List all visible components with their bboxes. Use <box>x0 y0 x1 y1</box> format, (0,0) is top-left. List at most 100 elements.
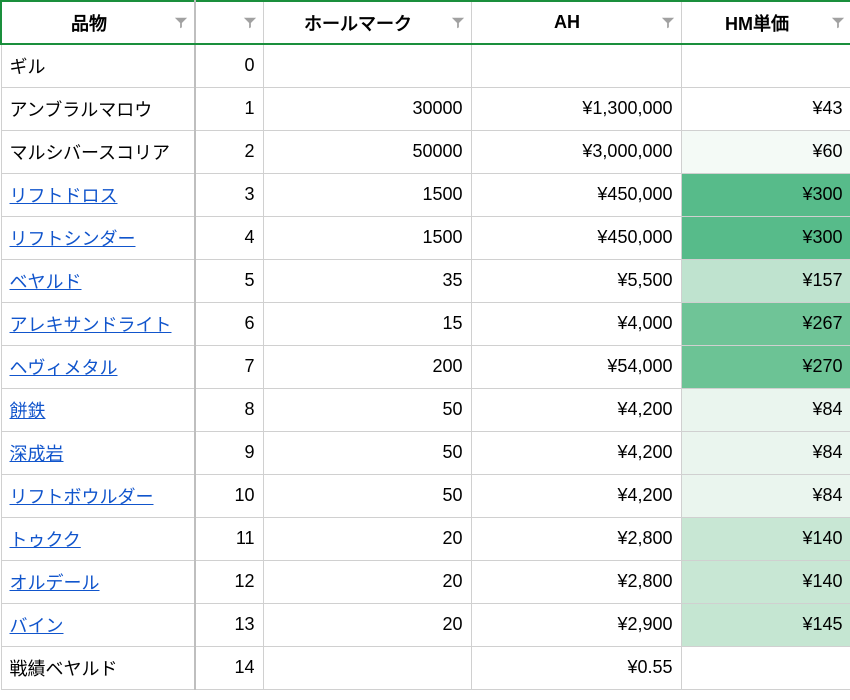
cell-item[interactable]: マルシバースコリア <box>1 130 195 173</box>
item-link[interactable]: バイン <box>10 616 64 636</box>
cell-hallmark[interactable]: 35 <box>263 259 471 302</box>
cell-index[interactable]: 14 <box>195 646 263 689</box>
cell-ah[interactable] <box>471 44 681 87</box>
cell-item[interactable]: アンブラルマロウ <box>1 87 195 130</box>
table-row: ギル0 <box>1 44 850 87</box>
cell-ah[interactable]: ¥450,000 <box>471 173 681 216</box>
cell-index[interactable]: 2 <box>195 130 263 173</box>
cell-ah[interactable]: ¥4,200 <box>471 388 681 431</box>
cell-item[interactable]: 深成岩 <box>1 431 195 474</box>
cell-hallmark[interactable]: 50 <box>263 431 471 474</box>
header-hallmark[interactable]: ホールマーク <box>263 1 471 44</box>
cell-index[interactable]: 12 <box>195 560 263 603</box>
cell-unit-price[interactable] <box>681 646 850 689</box>
cell-hallmark[interactable]: 20 <box>263 560 471 603</box>
filter-icon[interactable] <box>451 16 465 30</box>
cell-hallmark[interactable]: 20 <box>263 603 471 646</box>
cell-index[interactable]: 10 <box>195 474 263 517</box>
cell-ah[interactable]: ¥2,800 <box>471 517 681 560</box>
cell-unit-price[interactable]: ¥145 <box>681 603 850 646</box>
cell-item[interactable]: 餅鉄 <box>1 388 195 431</box>
cell-unit-price[interactable]: ¥267 <box>681 302 850 345</box>
cell-unit-price[interactable]: ¥140 <box>681 560 850 603</box>
item-link[interactable]: オルデール <box>10 573 100 593</box>
cell-item[interactable]: リフトドロス <box>1 173 195 216</box>
cell-unit-price[interactable]: ¥84 <box>681 388 850 431</box>
table-row: バイン 1320¥2,900¥145 <box>1 603 850 646</box>
cell-unit-price[interactable]: ¥140 <box>681 517 850 560</box>
item-link[interactable]: リフトシンダー <box>10 229 136 249</box>
cell-hallmark[interactable]: 20 <box>263 517 471 560</box>
cell-index[interactable]: 0 <box>195 44 263 87</box>
cell-item[interactable]: ギル <box>1 44 195 87</box>
filter-icon[interactable] <box>661 16 675 30</box>
cell-unit-price[interactable]: ¥84 <box>681 474 850 517</box>
cell-ah[interactable]: ¥2,800 <box>471 560 681 603</box>
cell-item[interactable]: リフトボウルダー <box>1 474 195 517</box>
cell-index[interactable]: 8 <box>195 388 263 431</box>
header-unit[interactable]: HM単価 <box>681 1 850 44</box>
cell-hallmark[interactable] <box>263 44 471 87</box>
cell-ah[interactable]: ¥54,000 <box>471 345 681 388</box>
cell-unit-price[interactable]: ¥157 <box>681 259 850 302</box>
cell-hallmark[interactable]: 1500 <box>263 173 471 216</box>
cell-index[interactable]: 13 <box>195 603 263 646</box>
cell-unit-price[interactable]: ¥270 <box>681 345 850 388</box>
cell-hallmark[interactable]: 50 <box>263 388 471 431</box>
cell-index[interactable]: 7 <box>195 345 263 388</box>
cell-ah[interactable]: ¥4,000 <box>471 302 681 345</box>
cell-index[interactable]: 9 <box>195 431 263 474</box>
cell-ah[interactable]: ¥5,500 <box>471 259 681 302</box>
cell-unit-price[interactable]: ¥43 <box>681 87 850 130</box>
cell-ah[interactable]: ¥4,200 <box>471 474 681 517</box>
cell-item[interactable]: アレキサンドライト <box>1 302 195 345</box>
header-item[interactable]: 品物 <box>1 1 195 44</box>
cell-item[interactable]: トゥクク <box>1 517 195 560</box>
filter-icon[interactable] <box>243 16 257 30</box>
cell-ah[interactable]: ¥1,300,000 <box>471 87 681 130</box>
filter-icon[interactable] <box>174 16 188 30</box>
cell-item[interactable]: ベヤルド <box>1 259 195 302</box>
cell-ah[interactable]: ¥3,000,000 <box>471 130 681 173</box>
cell-hallmark[interactable] <box>263 646 471 689</box>
cell-index[interactable]: 5 <box>195 259 263 302</box>
item-link[interactable]: 深成岩 <box>10 444 64 464</box>
cell-unit-price[interactable]: ¥84 <box>681 431 850 474</box>
item-link[interactable]: ベヤルド <box>10 272 82 292</box>
cell-item[interactable]: バイン <box>1 603 195 646</box>
cell-hallmark[interactable]: 50000 <box>263 130 471 173</box>
cell-index[interactable]: 3 <box>195 173 263 216</box>
cell-item[interactable]: リフトシンダー <box>1 216 195 259</box>
filter-icon[interactable] <box>831 16 845 30</box>
item-link[interactable]: リフトボウルダー <box>10 487 154 507</box>
cell-index[interactable]: 1 <box>195 87 263 130</box>
cell-ah[interactable]: ¥450,000 <box>471 216 681 259</box>
cell-item[interactable]: ヘヴィメタル <box>1 345 195 388</box>
cell-hallmark[interactable]: 200 <box>263 345 471 388</box>
cell-unit-price[interactable]: ¥300 <box>681 173 850 216</box>
cell-index[interactable]: 4 <box>195 216 263 259</box>
cell-index[interactable]: 6 <box>195 302 263 345</box>
cell-unit-price[interactable]: ¥60 <box>681 130 850 173</box>
header-index[interactable] <box>195 1 263 44</box>
cell-item[interactable]: 戦績ベヤルド <box>1 646 195 689</box>
cell-unit-price[interactable] <box>681 44 850 87</box>
item-link[interactable]: トゥクク <box>10 530 81 550</box>
cell-unit-price[interactable]: ¥300 <box>681 216 850 259</box>
cell-ah[interactable]: ¥4,200 <box>471 431 681 474</box>
item-link[interactable]: 餅鉄 <box>10 401 46 421</box>
header-ah[interactable]: AH <box>471 1 681 44</box>
cell-ah[interactable]: ¥2,900 <box>471 603 681 646</box>
table-row: ベヤルド 535¥5,500¥157 <box>1 259 850 302</box>
cell-index[interactable]: 11 <box>195 517 263 560</box>
item-link[interactable]: リフトドロス <box>10 186 118 206</box>
table-row: トゥクク 1120¥2,800¥140 <box>1 517 850 560</box>
cell-ah[interactable]: ¥0.55 <box>471 646 681 689</box>
cell-item[interactable]: オルデール <box>1 560 195 603</box>
cell-hallmark[interactable]: 1500 <box>263 216 471 259</box>
item-link[interactable]: ヘヴィメタル <box>10 358 118 378</box>
cell-hallmark[interactable]: 30000 <box>263 87 471 130</box>
cell-hallmark[interactable]: 50 <box>263 474 471 517</box>
item-link[interactable]: アレキサンドライト <box>10 315 172 335</box>
cell-hallmark[interactable]: 15 <box>263 302 471 345</box>
